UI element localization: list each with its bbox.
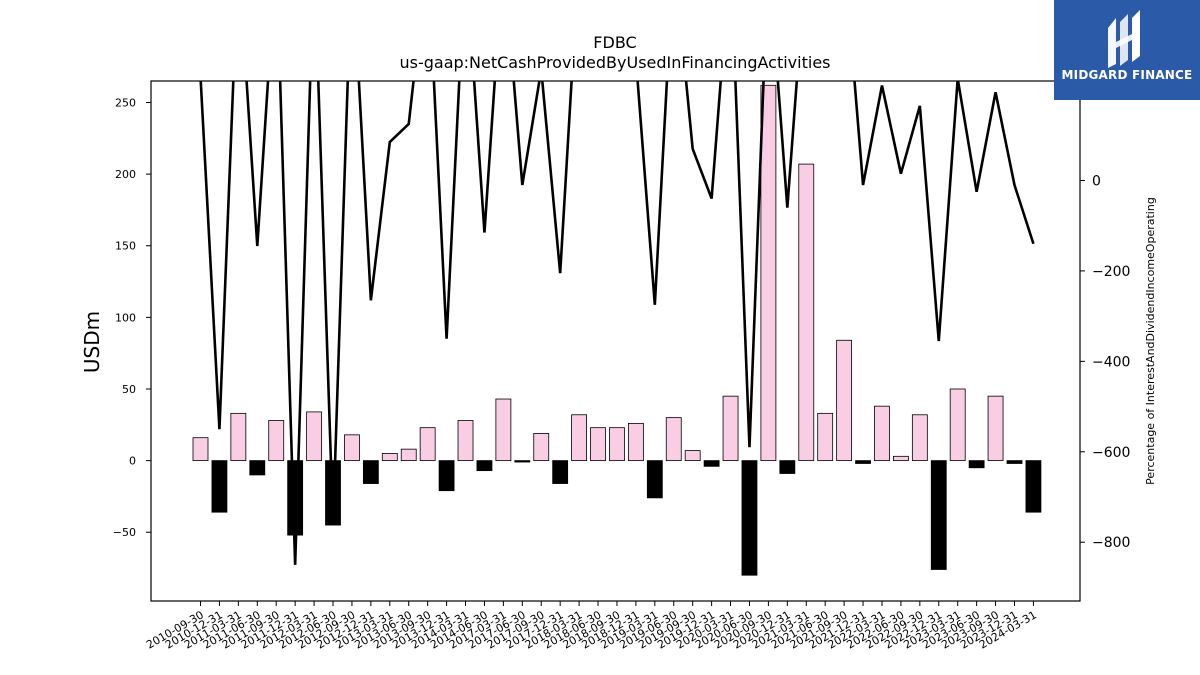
bar (571, 414, 587, 462)
bar (192, 437, 209, 462)
bar (855, 460, 871, 464)
bar (893, 455, 909, 462)
midgard-logo-mark-icon (1108, 10, 1140, 68)
chart-title: FDBC (593, 33, 636, 52)
y-tick-label: 200 (115, 168, 136, 181)
bar (419, 427, 436, 462)
bar (722, 395, 739, 462)
bar (268, 420, 285, 462)
bar (911, 414, 928, 462)
y-axis-label: USDm (80, 311, 104, 373)
bar (968, 460, 985, 469)
left-axis: −50 0 50 100 150 200 250 (113, 96, 151, 539)
bars-layer (192, 84, 1042, 576)
bar (817, 412, 834, 462)
bar (457, 420, 474, 462)
y-tick-label: 150 (115, 240, 136, 253)
chart-subtitle: us-gaap:NetCashProvidedByUsedInFinancing… (399, 53, 830, 72)
line-layer (199, 81, 1035, 565)
bar (400, 448, 417, 462)
y2-tick-label: −200 (1092, 264, 1130, 280)
bar (590, 427, 606, 462)
bar (1025, 460, 1042, 513)
logo-text: MIDGARD FINANCE (1061, 68, 1193, 82)
bar (533, 432, 550, 462)
bar (930, 460, 947, 570)
bar (552, 460, 569, 484)
bar (703, 460, 720, 467)
bar (949, 388, 966, 462)
bar (609, 427, 625, 462)
bar (627, 422, 644, 462)
bar (306, 411, 322, 462)
y2-axis-label: Percentage of InterestAndDividendIncomeO… (1144, 197, 1157, 485)
bar (798, 163, 815, 462)
bar (211, 460, 228, 513)
bar (684, 450, 701, 462)
bar (836, 339, 853, 462)
right-axis: −800−600−400−2000200 (1080, 83, 1130, 551)
y2-tick-label: −800 (1092, 535, 1130, 551)
bar (646, 460, 663, 499)
bar (665, 417, 682, 462)
bar (344, 434, 360, 462)
y-tick-label: −50 (113, 526, 136, 539)
bar (779, 460, 796, 474)
bar (760, 84, 777, 462)
x-axis: 2010-09-302010-12-312011-03-312011-06-30… (144, 601, 1039, 652)
bar (741, 460, 758, 576)
plot-frame (150, 80, 1081, 602)
bar (495, 398, 512, 462)
y-tick-label: 0 (129, 455, 136, 468)
bar (1006, 460, 1023, 464)
bar (987, 395, 1004, 462)
bar (514, 460, 531, 463)
y2-tick-label: 0 (1092, 173, 1101, 189)
bar (381, 453, 398, 462)
bar (249, 460, 266, 476)
y-tick-label: 250 (115, 96, 136, 109)
bar (874, 405, 890, 462)
bar (362, 460, 379, 484)
bar (438, 460, 455, 492)
bar (230, 412, 247, 462)
y-tick-label: 50 (122, 383, 136, 396)
bar (476, 460, 493, 472)
logo: MIDGARD FINANCE (1054, 0, 1200, 100)
y2-tick-label: −400 (1092, 354, 1130, 370)
line-series (199, 81, 1035, 565)
y-tick-label: 100 (115, 311, 136, 324)
y2-tick-label: −600 (1092, 445, 1130, 461)
